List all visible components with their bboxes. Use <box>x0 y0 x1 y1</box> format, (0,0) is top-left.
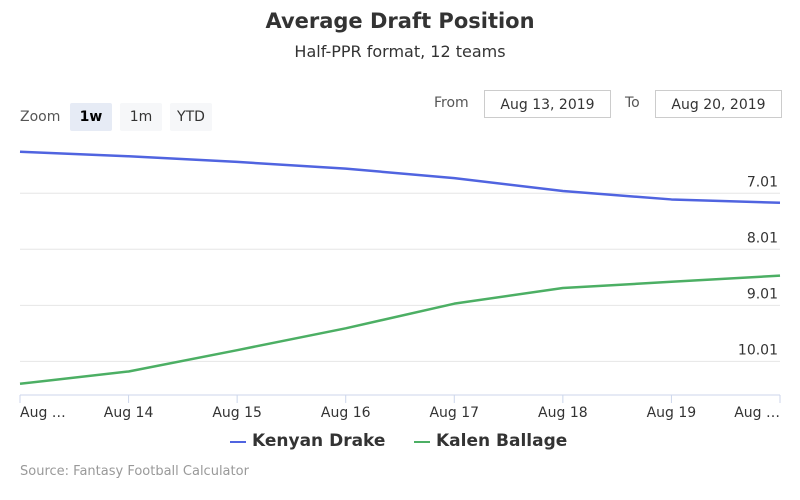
legend: Kenyan Drake Kalen Ballage <box>0 430 800 454</box>
chart-title: Average Draft Position <box>265 9 535 33</box>
x-tick-label: Aug … <box>734 405 780 421</box>
zoom-1w-button[interactable]: 1w <box>70 103 112 131</box>
series-line-kalen-ballage <box>19 274 781 386</box>
x-tick-label: Aug 17 <box>429 405 479 421</box>
series-line-kenyan-drake <box>19 150 781 205</box>
legend-swatch <box>230 441 246 443</box>
x-tick-label: Aug 18 <box>538 405 588 421</box>
legend-swatch <box>414 441 430 443</box>
y-tick-label: 8.01 <box>747 230 778 246</box>
x-tick-label: Aug 19 <box>647 405 697 421</box>
to-date-input[interactable]: Aug 20, 2019 <box>655 90 782 118</box>
x-tick-label: Aug 14 <box>104 405 154 421</box>
y-tick-label: 10.01 <box>738 342 778 358</box>
legend-label: Kenyan Drake <box>252 431 386 451</box>
x-tick-label: Aug 15 <box>212 405 262 421</box>
zoom-1m-button[interactable]: 1m <box>120 103 162 131</box>
credits[interactable]: Source: Fantasy Football Calculator <box>20 464 249 479</box>
y-tick-label: 7.01 <box>747 174 778 190</box>
legend-label: Kalen Ballage <box>436 431 568 451</box>
x-tick-label: Aug 16 <box>321 405 371 421</box>
zoom-ytd-button[interactable]: YTD <box>170 103 212 131</box>
from-date-input[interactable]: Aug 13, 2019 <box>484 90 611 118</box>
to-label: To <box>625 95 640 111</box>
zoom-label: Zoom <box>20 109 61 125</box>
y-tick-label: 9.01 <box>747 286 778 302</box>
x-tick-label: Aug … <box>20 405 66 421</box>
from-label: From <box>434 95 469 111</box>
chart-subtitle: Half-PPR format, 12 teams <box>294 42 506 61</box>
